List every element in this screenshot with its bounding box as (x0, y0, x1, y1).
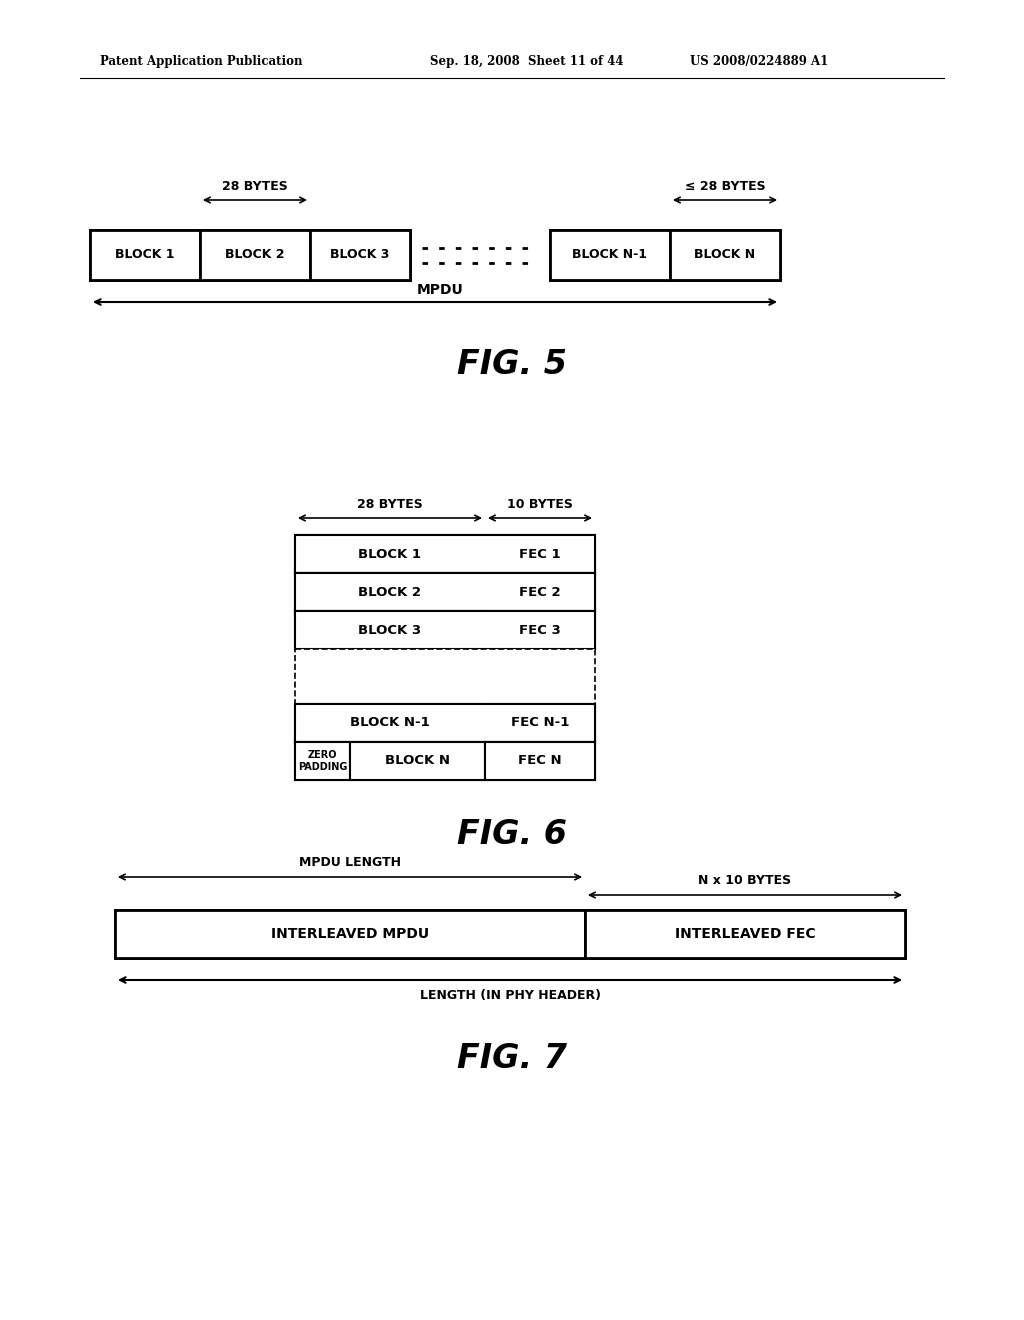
Text: BLOCK N-1: BLOCK N-1 (572, 248, 647, 261)
Bar (295, 573, 485, 611)
Text: FEC N-1: FEC N-1 (511, 717, 569, 730)
Bar (485, 742, 595, 780)
Text: BLOCK 3: BLOCK 3 (358, 623, 422, 636)
Bar (350, 742, 485, 780)
Bar (550, 230, 780, 280)
Text: MPDU LENGTH: MPDU LENGTH (299, 855, 401, 869)
Bar (310, 230, 410, 280)
Text: 28 BYTES: 28 BYTES (222, 180, 288, 193)
Bar (295, 704, 485, 742)
Bar (295, 611, 485, 649)
Bar (295, 573, 595, 611)
Bar (485, 573, 595, 611)
Bar (115, 909, 905, 958)
Text: FIG. 6: FIG. 6 (457, 818, 567, 851)
Text: Patent Application Publication: Patent Application Publication (100, 55, 302, 69)
Text: 10 BYTES: 10 BYTES (507, 498, 573, 511)
Bar (485, 535, 595, 573)
Bar (295, 535, 595, 573)
Bar (295, 611, 595, 649)
Bar (670, 230, 780, 280)
Bar (485, 611, 595, 649)
Bar (90, 230, 200, 280)
Bar (585, 909, 905, 958)
Bar (90, 230, 410, 280)
Text: FIG. 7: FIG. 7 (457, 1041, 567, 1074)
Bar (295, 742, 350, 780)
Bar (295, 742, 595, 780)
Bar (485, 704, 595, 742)
Text: FEC 1: FEC 1 (519, 548, 561, 561)
Text: BLOCK N-1: BLOCK N-1 (350, 717, 430, 730)
Text: MPDU: MPDU (417, 282, 464, 297)
Text: BLOCK 2: BLOCK 2 (358, 586, 422, 598)
Bar (115, 909, 585, 958)
Text: ≤ 28 BYTES: ≤ 28 BYTES (685, 180, 765, 193)
Text: Sep. 18, 2008  Sheet 11 of 44: Sep. 18, 2008 Sheet 11 of 44 (430, 55, 624, 69)
Bar (295, 649, 595, 704)
Text: BLOCK 2: BLOCK 2 (225, 248, 285, 261)
Text: BLOCK 1: BLOCK 1 (116, 248, 175, 261)
Text: LENGTH (IN PHY HEADER): LENGTH (IN PHY HEADER) (420, 990, 600, 1002)
Text: BLOCK N: BLOCK N (694, 248, 756, 261)
Bar (295, 535, 485, 573)
Text: BLOCK 3: BLOCK 3 (331, 248, 390, 261)
Text: FIG. 5: FIG. 5 (457, 348, 567, 381)
Text: ZERO
PADDING: ZERO PADDING (298, 750, 347, 772)
Text: FEC N: FEC N (518, 755, 562, 767)
Text: FEC 3: FEC 3 (519, 623, 561, 636)
Bar (550, 230, 670, 280)
Bar (200, 230, 310, 280)
Text: BLOCK 1: BLOCK 1 (358, 548, 422, 561)
Text: BLOCK N: BLOCK N (385, 755, 450, 767)
Text: INTERLEAVED MPDU: INTERLEAVED MPDU (271, 927, 429, 941)
Text: INTERLEAVED FEC: INTERLEAVED FEC (675, 927, 815, 941)
Text: US 2008/0224889 A1: US 2008/0224889 A1 (690, 55, 828, 69)
Bar (295, 704, 595, 742)
Text: 28 BYTES: 28 BYTES (357, 498, 423, 511)
Text: N x 10 BYTES: N x 10 BYTES (698, 874, 792, 887)
Text: FEC 2: FEC 2 (519, 586, 561, 598)
